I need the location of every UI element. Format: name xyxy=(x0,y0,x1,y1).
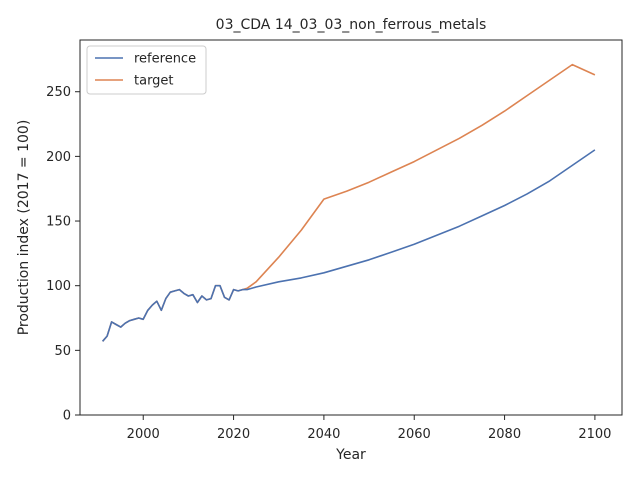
series-line-reference xyxy=(101,149,596,342)
x-tick-label: 2060 xyxy=(398,427,431,442)
chart-title: 03_CDA 14_03_03_non_ferrous_metals xyxy=(216,17,487,33)
series-line-target xyxy=(101,63,596,342)
plot-area: 2000 2020 2040 2060 2080 2100 0 50 100 150 200 250 xyxy=(46,39,623,442)
y-tick-label: 150 xyxy=(46,215,71,230)
y-axis: 0 50 100 150 200 250 xyxy=(46,85,80,424)
y-tick-label: 250 xyxy=(46,85,71,100)
x-axis: 2000 2020 2040 2060 2080 2100 xyxy=(127,415,611,442)
y-tick-label: 50 xyxy=(54,344,71,359)
x-tick-label: 2020 xyxy=(217,427,250,442)
x-axis-title: Year xyxy=(335,447,366,463)
legend: reference target xyxy=(86,45,207,95)
axes-frame xyxy=(79,39,623,416)
legend-label-target: target xyxy=(134,74,174,89)
y-tick-label: 0 xyxy=(63,409,71,424)
x-tick-label: 2040 xyxy=(307,427,340,442)
y-tick-label: 100 xyxy=(46,279,71,294)
y-tick-label: 200 xyxy=(46,150,71,165)
y-axis-title: Production index (2017 = 100) xyxy=(16,120,32,336)
series-layer xyxy=(101,63,596,342)
x-tick-label: 2100 xyxy=(578,427,611,442)
x-tick-label: 2080 xyxy=(488,427,521,442)
x-tick-label: 2000 xyxy=(127,427,160,442)
legend-label-reference: reference xyxy=(134,52,196,67)
